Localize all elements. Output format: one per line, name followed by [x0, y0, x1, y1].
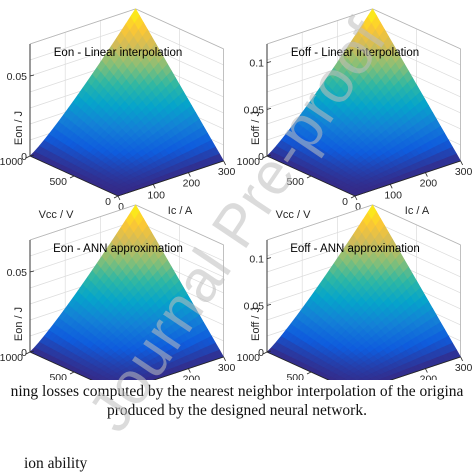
axes	[25, 240, 226, 380]
vcc-axis-label: Vcc / V	[276, 209, 312, 221]
ic-axis-label: Ic / A	[168, 205, 193, 217]
z-tick-label: 0	[21, 347, 27, 359]
vcc-tick-label: 1000	[0, 352, 23, 364]
axes	[262, 240, 463, 380]
z-tick-label: 0.1	[249, 254, 264, 266]
z-axis-label: Eoff / J	[250, 111, 262, 145]
ic-tick-label: 0	[118, 201, 124, 213]
ic-tick-label: 200	[183, 374, 201, 380]
z-tick-label: 0.1	[249, 58, 264, 70]
caption-line-1: ning losses computed by the nearest neig…	[10, 383, 464, 400]
vcc-tick-label: 1000	[0, 156, 23, 168]
z-tick-label: 0.05	[244, 104, 265, 116]
energy-surface	[29, 8, 225, 197]
ic-tick-label: 100	[147, 189, 165, 201]
z-tick-label: 0	[258, 151, 264, 163]
vcc-tick-label: 1000	[237, 352, 261, 364]
ic-tick-label: 300	[455, 362, 473, 374]
plot-title: Eoff - Linear interpolation	[291, 47, 419, 59]
energy-surface	[29, 204, 225, 380]
ic-tick-label: 0	[355, 201, 361, 213]
vcc-tick-label: 1000	[237, 156, 261, 168]
ic-tick-label: 300	[218, 166, 236, 178]
z-axis-label: Eoff / J	[250, 307, 262, 341]
plot-title: Eoff - ANN approximation	[290, 243, 420, 255]
vcc-tick-label: 500	[286, 176, 304, 188]
z-axis-label: Eon / J	[13, 307, 25, 341]
caption-line-3: ion ability	[24, 455, 88, 472]
vcc-tick-label: 500	[49, 176, 67, 188]
vcc-tick-label: 0	[105, 196, 111, 208]
vcc-tick-label: 0	[342, 196, 348, 208]
z-tick-label: 0	[258, 347, 264, 359]
axes	[262, 44, 463, 201]
plot-title: Eon - Linear interpolation	[54, 47, 183, 59]
ic-tick-label: 200	[420, 178, 438, 190]
axes	[25, 44, 226, 201]
ic-tick-label: 200	[183, 178, 201, 190]
ic-axis-label: Ic / A	[405, 205, 430, 217]
z-tick-label: 0.05	[7, 71, 28, 83]
ic-tick-label: 300	[455, 166, 473, 178]
z-tick-label: 0	[21, 151, 27, 163]
vcc-axis-label: Vcc / V	[39, 209, 75, 221]
energy-surface	[266, 8, 462, 197]
z-axis-label: Eon / J	[13, 111, 25, 145]
caption-line-2: produced by the designed neural network.	[107, 402, 367, 419]
z-tick-label: 0.05	[7, 267, 28, 279]
ic-tick-label: 300	[218, 362, 236, 374]
energy-surface	[266, 204, 462, 380]
plot-title: Eon - ANN approximation	[53, 243, 183, 255]
vcc-tick-label: 500	[49, 372, 67, 380]
z-tick-label: 0.05	[244, 300, 265, 312]
ic-tick-label: 100	[384, 189, 402, 201]
ic-tick-label: 200	[420, 374, 438, 380]
vcc-tick-label: 500	[286, 372, 304, 380]
